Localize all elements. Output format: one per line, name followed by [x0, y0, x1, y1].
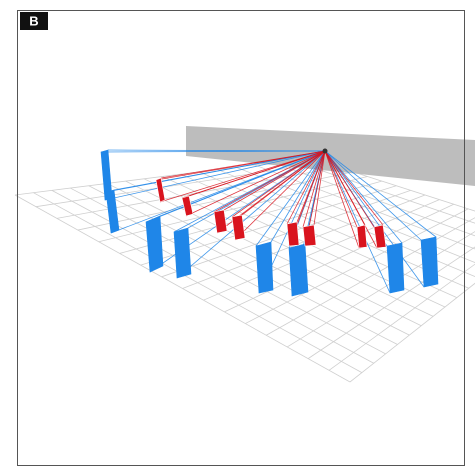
- panel: [387, 243, 404, 293]
- source-point: [323, 149, 328, 154]
- panel: [287, 222, 299, 246]
- panel-label: B: [29, 13, 38, 28]
- panel: [421, 237, 438, 287]
- panel: [289, 244, 308, 296]
- panel: [256, 242, 273, 293]
- panel: [174, 228, 191, 278]
- panel: [357, 225, 367, 248]
- figure-panel: B: [0, 0, 475, 474]
- panel: [303, 225, 316, 246]
